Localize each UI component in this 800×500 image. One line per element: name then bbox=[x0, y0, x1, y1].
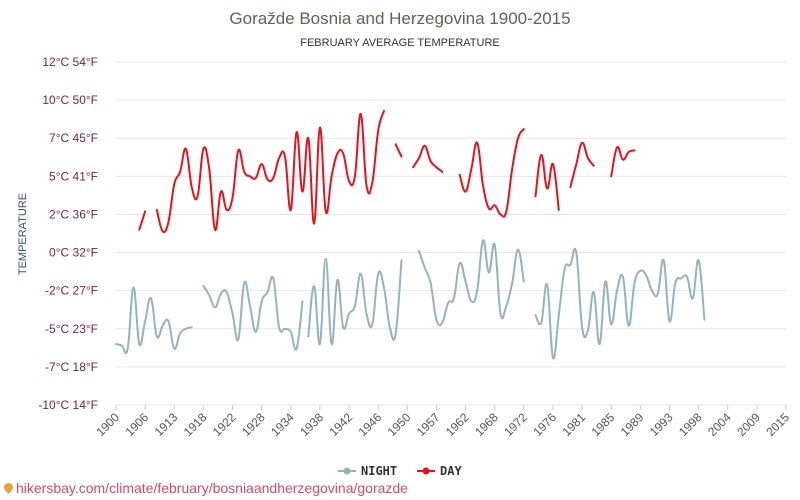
y-axis-label: TEMPERATURE bbox=[17, 193, 29, 275]
series-line-day bbox=[610, 145, 636, 178]
y-tick-label: -2°C 27°F bbox=[45, 284, 98, 298]
series-night bbox=[115, 239, 706, 360]
x-tick-label: 1972 bbox=[501, 410, 530, 439]
x-tick-label: 1900 bbox=[93, 410, 122, 439]
series-line-night bbox=[307, 257, 403, 346]
legend-item-night[interactable]: NIGHT bbox=[338, 464, 397, 478]
series-line-night bbox=[534, 247, 706, 360]
source-link[interactable]: hikersbay.com/climate/february/bosniaand… bbox=[2, 480, 408, 496]
series-line-day bbox=[155, 109, 385, 234]
y-tick-label: -5°C 23°F bbox=[45, 322, 98, 336]
legend-item-day[interactable]: DAY bbox=[417, 464, 462, 478]
x-tick-label: 1942 bbox=[326, 410, 355, 439]
y-tick-label: -7°C 18°F bbox=[45, 360, 98, 374]
x-tick-label: 1989 bbox=[618, 410, 647, 439]
legend-day-marker bbox=[422, 467, 430, 475]
x-tick-label: 2015 bbox=[763, 410, 792, 439]
y-tick-label: 10°C 50°F bbox=[42, 93, 98, 107]
x-tick-label: 1968 bbox=[472, 410, 501, 439]
x-tick-label: 1938 bbox=[297, 410, 326, 439]
x-tick-label: 1928 bbox=[239, 410, 268, 439]
y-tick-label: -10°C 14°F bbox=[38, 398, 98, 412]
location-pin-icon bbox=[2, 481, 15, 494]
x-tick-labels: 1900 1906 1913 1918 1922 1928 1934 1938 1942 1946… bbox=[93, 405, 792, 439]
x-tick-label: 2004 bbox=[705, 410, 734, 439]
chart-title: Goražde Bosnia and Herzegovina 1900-2015 bbox=[229, 9, 570, 28]
y-tick-label: 2°C 36°F bbox=[49, 207, 98, 221]
series-layer bbox=[115, 109, 706, 360]
x-tick-label: 1934 bbox=[268, 410, 297, 439]
series-line-night bbox=[202, 275, 304, 351]
x-tick-label: 1906 bbox=[122, 410, 151, 439]
series-line-day bbox=[412, 144, 444, 173]
x-tick-label: 2009 bbox=[734, 410, 763, 439]
x-tick-label: 1993 bbox=[647, 410, 676, 439]
series-line-day bbox=[534, 153, 560, 211]
series-line-night bbox=[418, 239, 525, 327]
legend-night-label: NIGHT bbox=[361, 464, 397, 478]
x-tick-label: 1981 bbox=[559, 410, 588, 439]
y-tick-label: 0°C 32°F bbox=[49, 246, 98, 260]
y-tick-label: 5°C 41°F bbox=[49, 169, 98, 183]
x-tick-label: 1985 bbox=[589, 410, 618, 439]
x-tick-label: 1918 bbox=[181, 410, 210, 439]
x-tick-label: 1962 bbox=[443, 410, 472, 439]
y-tick-labels: -10°C 14°F -7°C 18°F -5°C 23°F -2°C 27°F 0°C… bbox=[38, 55, 98, 412]
x-tick-label: 1922 bbox=[210, 410, 239, 439]
x-tick-label: 1946 bbox=[356, 410, 385, 439]
x-tick-label: 1957 bbox=[414, 410, 443, 439]
series-line-day bbox=[394, 143, 403, 158]
legend-night-marker bbox=[343, 467, 351, 475]
x-tick-label: 1950 bbox=[385, 410, 414, 439]
grid-layer bbox=[116, 61, 786, 406]
series-line-day bbox=[569, 141, 595, 188]
legend-day-label: DAY bbox=[440, 464, 462, 478]
x-tick-label: 1976 bbox=[530, 410, 559, 439]
series-line-night bbox=[115, 286, 193, 355]
y-tick-label: 7°C 45°F bbox=[49, 131, 98, 145]
x-tick-label: 1913 bbox=[152, 410, 181, 439]
series-day bbox=[138, 109, 636, 234]
series-line-day bbox=[138, 210, 147, 231]
x-tick-label: 1998 bbox=[676, 410, 705, 439]
legend: NIGHT DAY bbox=[338, 464, 462, 478]
source-url[interactable]: hikersbay.com/climate/february/bosniaand… bbox=[16, 480, 408, 496]
series-line-day bbox=[458, 128, 525, 218]
y-tick-label: 12°C 54°F bbox=[42, 55, 98, 69]
chart-subtitle: FEBRUARY AVERAGE TEMPERATURE bbox=[300, 37, 499, 49]
